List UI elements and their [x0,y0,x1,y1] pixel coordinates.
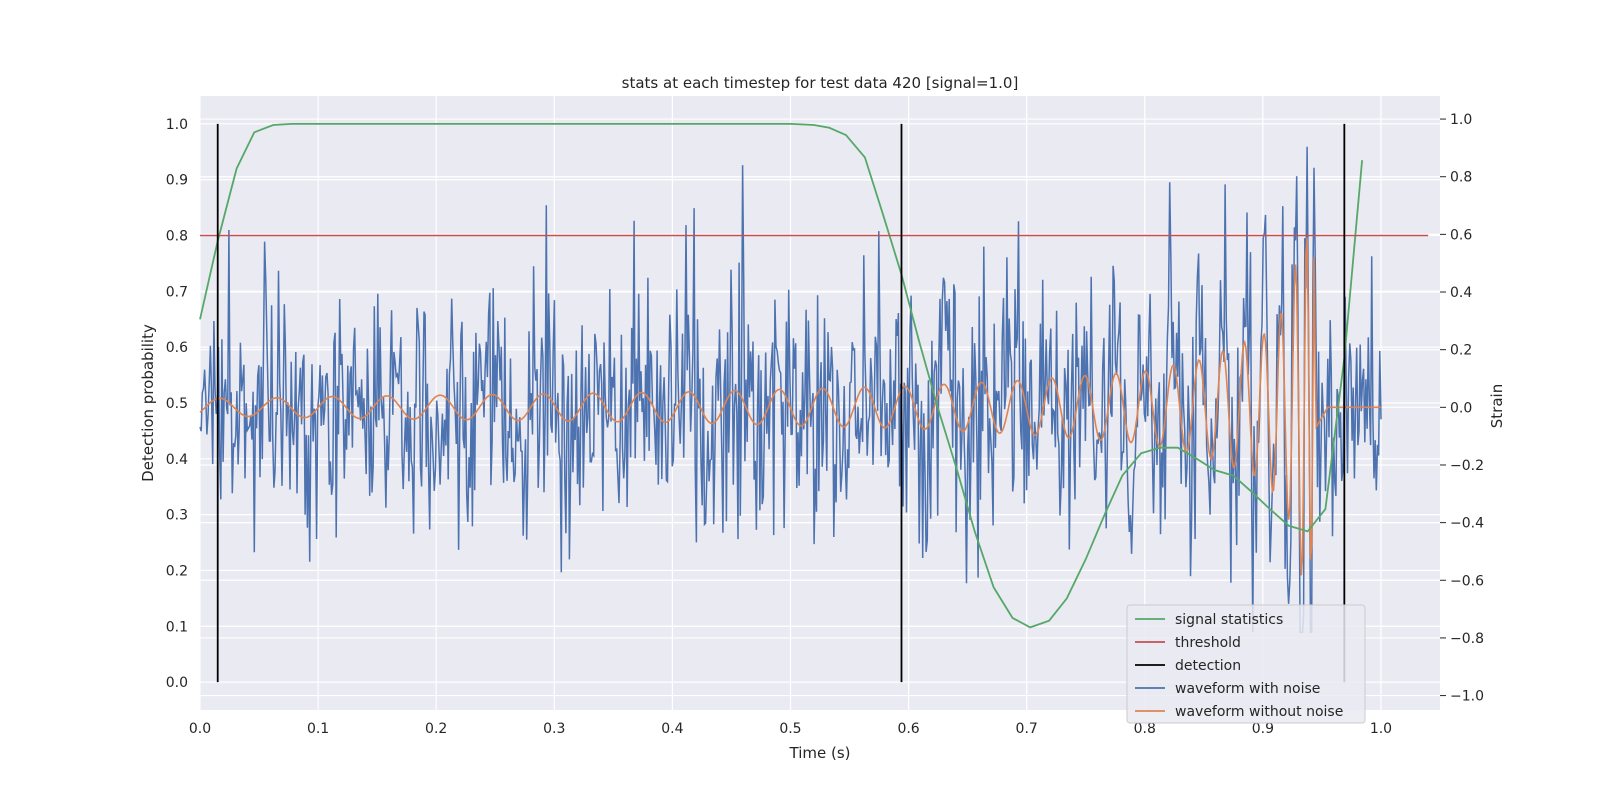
left-y-tick-label: 1.0 [166,117,188,133]
left-y-axis-label: Detection probability [139,324,157,482]
series-waveform-with-noise [199,146,1382,633]
x-tick-label: 1.0 [1370,721,1392,737]
left-y-tick-label: 0.0 [166,675,188,691]
series-signal-statistics [199,123,1363,629]
right-y-tick-label: −0.4 [1450,516,1484,532]
x-tick-label: 0.1 [307,721,329,737]
left-y-tick-label: 0.9 [166,173,188,189]
legend: signal statistics threshold detection wavef… [1126,604,1366,724]
waveform-with-noise-line [199,146,1382,633]
x-tick-label: 0.5 [779,721,801,737]
right-y-tick-label: −0.8 [1450,631,1484,647]
right-y-tick-label: −1.0 [1450,689,1484,705]
x-tick-label: 0.9 [1252,721,1274,737]
right-y-tick-label: 0.2 [1450,343,1472,359]
signal-statistics-line [199,123,1363,629]
chart-title: stats at each timestep for test data 420… [622,74,1019,92]
left-y-tick-label: 0.3 [166,508,188,524]
right-y-tick-label: 0.4 [1450,285,1472,301]
right-y-tick-label: 0.8 [1450,170,1472,186]
right-y-tick-label: 0.0 [1450,400,1472,416]
legend-label: threshold [1175,635,1241,651]
right-y-tick-label: 0.6 [1450,227,1472,243]
waveform-without-noise-line [199,237,1381,576]
right-y-tick-label: −0.2 [1450,458,1484,474]
left-y-tick-label: 0.4 [166,452,188,468]
legend-label: detection [1175,658,1241,674]
right-y-axis-label: Strain [1488,384,1506,428]
x-tick-label: 0.2 [425,721,447,737]
x-tick-label: 0.8 [1134,721,1156,737]
left-y-tick-label: 0.1 [166,619,188,635]
x-tick-label: 0.3 [543,721,565,737]
left-y-tick-label: 0.8 [166,229,188,245]
left-y-tick-label: 0.2 [166,563,188,579]
x-tick-label: 0.0 [189,721,211,737]
series-waveform-without-noise [199,237,1381,576]
x-axis-label: Time (s) [789,744,851,762]
right-y-tick-label: −0.6 [1450,573,1484,589]
ticks: 0.0 0.1 0.2 0.3 0.4 0.5 0.6 0.7 0.8 0.9 1.0 0.0 0.1 0… [166,112,1484,737]
legend-label: signal statistics [1175,612,1283,628]
legend-label: waveform with noise [1175,681,1320,697]
x-tick-label: 0.6 [897,721,919,737]
legend-box [1126,604,1366,724]
left-y-tick-label: 0.5 [166,396,188,412]
right-y-tick-label: 1.0 [1450,112,1472,128]
left-y-tick-label: 0.6 [166,340,188,356]
legend-label: waveform without noise [1175,704,1343,720]
x-tick-label: 0.4 [661,721,683,737]
x-tick-label: 0.7 [1016,721,1038,737]
left-y-tick-label: 0.7 [166,284,188,300]
series-detection [216,123,1346,683]
